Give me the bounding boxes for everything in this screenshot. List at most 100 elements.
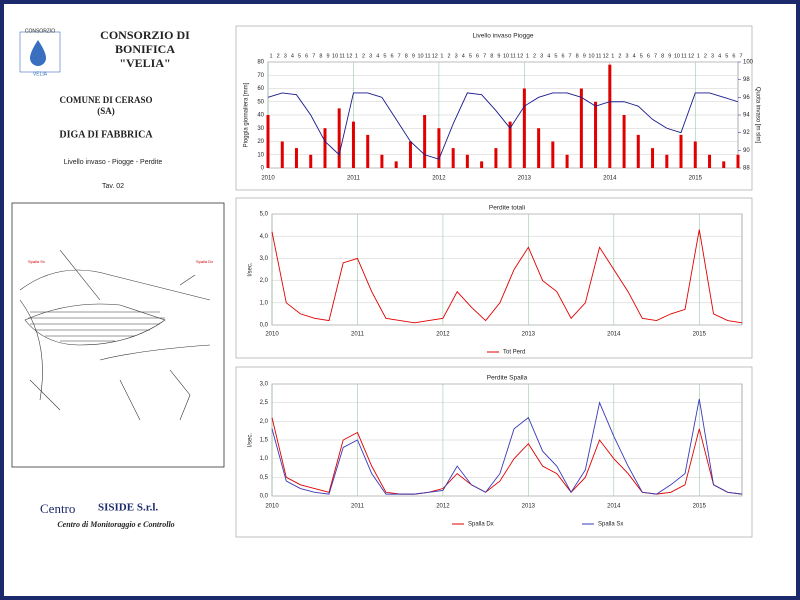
diga: DIGA DI FABBRICA (59, 129, 153, 140)
tagline: Centro di Monitoraggio e Controllo (57, 520, 174, 529)
x-tick-label: 2015 (689, 176, 703, 182)
x-tick-label: 2015 (693, 504, 707, 510)
bar (351, 121, 355, 168)
bar (280, 141, 284, 168)
month-label: 5 (554, 53, 557, 59)
y-tick-label: 30 (257, 126, 264, 132)
y-tick-label: 1,0 (260, 456, 269, 462)
month-label: 6 (732, 53, 735, 59)
y-tick-label: 3,0 (260, 382, 269, 388)
month-label: 9 (583, 53, 586, 59)
month-label: 4 (291, 53, 294, 59)
month-label: 4 (633, 53, 636, 59)
month-label: 12 (346, 53, 352, 59)
x-tick-label: 2013 (522, 332, 536, 338)
month-label: 2 (533, 53, 536, 59)
bar (423, 115, 427, 168)
month-label: 1 (697, 53, 700, 59)
month-label: 3 (284, 53, 287, 59)
month-label: 6 (647, 53, 650, 59)
y-tick-label: 0 (261, 166, 265, 172)
bar (394, 161, 398, 168)
month-label: 11 (425, 53, 431, 59)
x-tick-label: 2015 (693, 332, 707, 338)
y2-tick-label: 96 (743, 95, 750, 101)
month-label: 11 (596, 53, 602, 59)
map-label: Spalla Dx (196, 259, 213, 264)
month-label: 3 (711, 53, 714, 59)
bar (565, 154, 569, 168)
month-label: 5 (725, 53, 728, 59)
bar (437, 128, 441, 168)
logo-drop (30, 40, 46, 66)
month-label: 5 (469, 53, 472, 59)
y2-tick-label: 88 (743, 166, 750, 172)
month-label: 1 (440, 53, 443, 59)
y-tick-label: 10 (257, 152, 264, 158)
month-label: 12 (603, 53, 609, 59)
month-label: 3 (369, 53, 372, 59)
bar (465, 154, 469, 168)
legend-label: Spalla Sx (598, 522, 623, 528)
y-tick-label: 80 (257, 60, 264, 66)
month-label: 12 (517, 53, 523, 59)
month-label: 9 (326, 53, 329, 59)
bar (679, 134, 683, 168)
month-label: 6 (561, 53, 564, 59)
month-label: 12 (688, 53, 694, 59)
title-line: "VELIA" (119, 56, 170, 70)
y-tick-label: 50 (257, 99, 264, 105)
month-label: 1 (611, 53, 614, 59)
x-tick-label: 2014 (607, 332, 621, 338)
y-tick-label: 2,5 (260, 400, 269, 406)
month-label: 8 (490, 53, 493, 59)
month-label: 9 (668, 53, 671, 59)
y-axis-label: Pioggia giornaliera [mm] (244, 82, 250, 147)
bar (636, 134, 640, 168)
y-tick-label: 4,0 (260, 234, 269, 240)
month-label: 2 (447, 53, 450, 59)
x-tick-label: 2012 (436, 332, 450, 338)
y-tick-label: 1,0 (260, 300, 269, 306)
bar (266, 115, 270, 168)
month-label: 8 (576, 53, 579, 59)
y-tick-label: 70 (257, 73, 264, 79)
y2-axis-label: Quota invaso [m slm] (754, 87, 760, 144)
month-label: 8 (319, 53, 322, 59)
chart-title: Livello invaso Piogge (472, 33, 533, 40)
bar (337, 108, 341, 168)
month-label: 6 (476, 53, 479, 59)
month-label: 11 (681, 53, 687, 59)
month-label: 2 (704, 53, 707, 59)
month-label: 8 (405, 53, 408, 59)
subtitle: Livello invaso - Piogge - Perdite (64, 159, 163, 166)
x-tick-label: 2012 (432, 176, 446, 182)
provincia: (SA) (97, 106, 115, 116)
bar (651, 148, 655, 168)
comune: COMUNE DI CERASO (59, 95, 152, 105)
month-label: 1 (269, 53, 272, 59)
month-label: 1 (355, 53, 358, 59)
month-label: 7 (654, 53, 657, 59)
bar (380, 154, 384, 168)
month-label: 7 (398, 53, 401, 59)
series-line (271, 229, 743, 324)
month-label: 12 (432, 53, 438, 59)
bar (408, 141, 412, 168)
month-label: 4 (462, 53, 465, 59)
month-label: 3 (540, 53, 543, 59)
month-label: 5 (640, 53, 643, 59)
x-tick-label: 2010 (265, 332, 279, 338)
month-label: 4 (547, 53, 550, 59)
month-label: 10 (674, 53, 680, 59)
y-tick-label: 60 (257, 86, 264, 92)
company: Centro (40, 501, 75, 516)
map-drawing (19, 249, 211, 421)
y2-tick-label: 100 (743, 60, 754, 66)
y-tick-label: 1,5 (260, 438, 269, 444)
month-label: 10 (503, 53, 509, 59)
x-tick-label: 2013 (518, 176, 532, 182)
logo-text: CONSORZIO (25, 28, 55, 34)
x-tick-label: 2014 (603, 176, 617, 182)
